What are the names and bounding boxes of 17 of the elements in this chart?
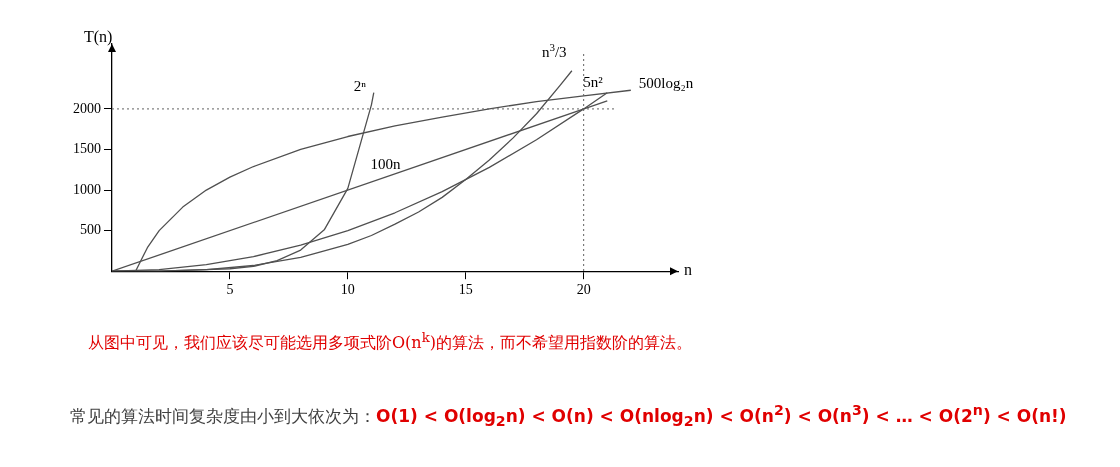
- x-axis-title: n: [684, 261, 692, 279]
- y-tick-label: 500: [80, 222, 101, 238]
- series-label: 2ⁿ: [353, 77, 367, 94]
- series-label: 5n²: [583, 73, 604, 90]
- x-tick-label: 20: [576, 282, 591, 298]
- x-tick-label: 5: [226, 282, 234, 298]
- series-label: 100n: [370, 156, 401, 173]
- y-tick-label: 2000: [73, 100, 101, 116]
- y-axis-title: T(n): [84, 28, 113, 46]
- x-tick-label: 15: [458, 282, 473, 298]
- text: 常见的算法时间复杂度由小到大依次为：: [70, 405, 376, 426]
- y-tick-label: 1000: [73, 181, 101, 197]
- text: O(1) < O(log$_{2}$n) < O(n) < O(nlog$_{2}$n) < O(n$^{2}$) < O(n$^{3}$) < … < O(2$^{n}$) < O(n!): [376, 402, 1067, 430]
- x-tick-label: 10: [340, 282, 355, 298]
- series-label: 500log₂n: [638, 75, 694, 92]
- y-tick-label: 1500: [73, 141, 101, 157]
- text: 从图中可见，我们应该尽可能选用多项式阶O(n$^{k}$)的算法，而不希望用指数阶的算法。: [88, 330, 692, 355]
